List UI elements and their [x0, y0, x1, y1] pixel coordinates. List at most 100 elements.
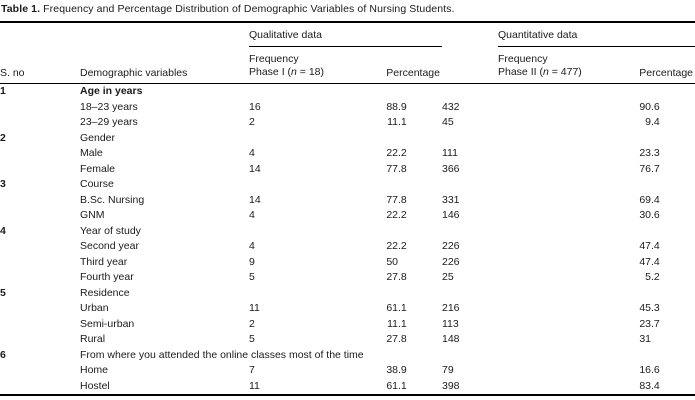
cell-sno: [0, 146, 80, 162]
freq-phase1-line1: Frequency: [249, 53, 299, 65]
cell-sno: [0, 193, 80, 209]
table-row: 18–23 years 16 88.9 432 90.6: [0, 100, 695, 116]
cell-variable: Semi-urban: [80, 317, 135, 330]
cell-freq-phase2: 226: [442, 240, 460, 252]
cell-freq-phase1: [249, 177, 377, 193]
cell-freq-phase2: [442, 84, 583, 100]
table-title-label: Table 1.: [1, 3, 41, 15]
cell-freq-phase1: 5: [249, 333, 255, 345]
cell-pct-phase2: 23.3: [639, 147, 660, 159]
cell-sno: 4: [0, 224, 6, 237]
group-header-qualitative: Qualitative data: [249, 22, 442, 47]
table-row: 4 Year of study: [0, 224, 695, 240]
cell-freq-phase2: [442, 286, 583, 302]
freq-phase1-line2: Phase I (n = 18): [249, 66, 325, 78]
cell-pct-phase1: 11.1: [387, 317, 407, 330]
cell-freq-phase1: 4: [249, 240, 255, 252]
cell-variable: GNM: [80, 209, 105, 221]
cell-sno: [0, 239, 80, 255]
cell-pct-phase2: [583, 84, 695, 100]
cell-sno: [0, 208, 80, 224]
cell-variable: Gender: [80, 131, 116, 144]
cell-pct-phase2: 83.4: [639, 379, 660, 392]
cell-freq-phase1: 14: [249, 162, 261, 175]
cell-freq-phase2: 226: [442, 255, 460, 268]
cell-pct-phase2: 5.2: [645, 271, 660, 283]
cell-pct-phase2: [583, 177, 695, 193]
cell-freq-phase1: [249, 84, 377, 100]
cell-freq-phase2: 25: [442, 271, 454, 283]
cell-variable: 23–29 years: [80, 116, 138, 128]
cell-freq-phase2: [442, 177, 583, 193]
cell-variable: Residence: [80, 286, 130, 299]
cell-freq-phase1: 5: [249, 271, 255, 283]
table-row: Semi-urban 2 11.1 113 23.7: [0, 317, 695, 333]
column-header-variable: Demographic variables: [80, 47, 249, 84]
cell-freq-phase2: 216: [442, 302, 460, 314]
cell-variable: Course: [80, 178, 114, 190]
table-row: Third year 9 50 226 47.4: [0, 255, 695, 271]
cell-pct-phase2: [583, 131, 695, 147]
cell-pct-phase2: 16.6: [639, 364, 660, 376]
cell-freq-phase1: 11: [249, 379, 260, 392]
column-header-row: S. no Demographic variables Frequency Ph…: [0, 47, 695, 84]
cell-freq-phase1: 14: [249, 193, 261, 206]
cell-pct-phase2: 47.4: [639, 255, 660, 268]
cell-sno: [0, 332, 80, 348]
cell-variable: Second year: [80, 240, 139, 252]
cell-pct-phase1: [377, 177, 442, 193]
cell-pct-phase1: [377, 286, 442, 302]
cell-pct-phase1: 22.2: [386, 147, 407, 159]
table-title: Table 1. Frequency and Percentage Distri…: [0, 0, 695, 21]
cell-sno: [0, 270, 80, 286]
cell-pct-phase2: [583, 286, 695, 302]
cell-freq-phase2: 148: [442, 333, 460, 345]
table-body: 1 Age in years 18–23 years 16 88.9 432 90.6 23–…: [0, 84, 695, 396]
table-row: 23–29 years 2 11.1 45 9.4: [0, 115, 695, 131]
cell-sno: [0, 317, 80, 333]
cell-freq-phase2: [442, 131, 583, 147]
cell-freq-phase1: 11: [249, 302, 260, 314]
table-row: GNM 4 22.2 146 30.6: [0, 208, 695, 224]
cell-sno: [0, 115, 80, 131]
column-header-pct-phase1: Percentage: [377, 47, 442, 84]
column-header-pct-phase2: Percentage: [583, 47, 695, 84]
cell-freq-phase1: [249, 286, 377, 302]
table-row: Female 14 77.8 366 76.7: [0, 162, 695, 178]
cell-pct-phase1: 11.1: [387, 116, 407, 128]
table-row: 6 From where you attended the online clas…: [0, 348, 695, 364]
cell-pct-phase1: 50: [386, 255, 398, 268]
table-row: 2 Gender: [0, 131, 695, 147]
cell-freq-phase1: 7: [249, 364, 255, 376]
cell-sno: [0, 379, 80, 396]
cell-freq-phase1: [249, 131, 377, 147]
cell-freq-phase2: 113: [442, 317, 459, 330]
cell-pct-phase1: 22.2: [386, 209, 407, 221]
cell-pct-phase2: 47.4: [639, 240, 660, 252]
table-row: 3 Course: [0, 177, 695, 193]
cell-pct-phase1: 88.9: [386, 100, 407, 113]
table-row: Second year 4 22.2 226 47.4: [0, 239, 695, 255]
cell-pct-phase2: [583, 224, 695, 240]
cell-variable: 18–23 years: [80, 100, 138, 113]
group-header-spacer: [0, 22, 249, 47]
cell-pct-phase1: 61.1: [386, 379, 407, 392]
cell-sno: [0, 363, 80, 379]
demographics-table: Qualitative data Quantitative data S. no…: [0, 21, 695, 396]
cell-freq-phase2: 45: [442, 116, 454, 128]
column-header-freq-phase2: Frequency Phase II (n = 477): [442, 47, 583, 84]
cell-variable: Female: [80, 162, 116, 175]
cell-pct-phase2: 90.6: [639, 100, 660, 113]
cell-pct-phase2: 45.3: [639, 302, 660, 314]
cell-variable: Rural: [80, 333, 106, 345]
table-row: Rural 5 27.8 148 31: [0, 332, 695, 348]
group-header-qualitative-label: Qualitative data: [249, 23, 442, 47]
cell-pct-phase2: 69.4: [639, 193, 660, 206]
column-header-freq-phase1: Frequency Phase I (n = 18): [249, 47, 377, 84]
table-title-text: Frequency and Percentage Distribution of…: [40, 3, 455, 15]
group-header-quantitative-label: Quantitative data: [498, 23, 695, 47]
freq-phase2-line2: Phase II (n = 477): [498, 66, 582, 78]
cell-pct-phase1: 22.2: [386, 240, 407, 252]
cell-sno: 6: [0, 348, 6, 361]
